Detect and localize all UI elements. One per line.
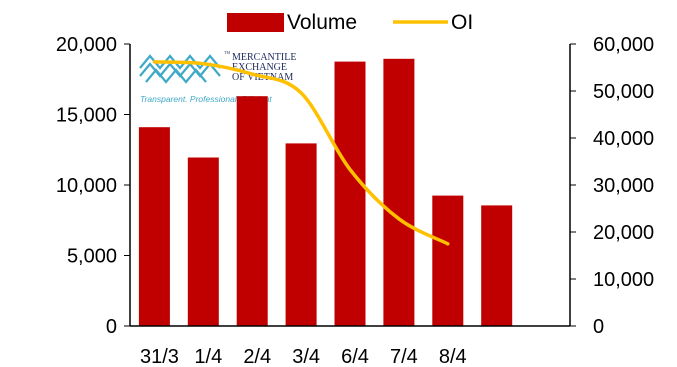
logo-name-line2: EXCHANGE <box>232 62 287 73</box>
volume-bars <box>138 58 513 327</box>
right-axis-tick-label: 0 <box>593 316 604 338</box>
x-axis-tick-label: 6/4 <box>341 346 369 367</box>
right-axis-tick-label: 60,000 <box>593 34 654 56</box>
logo-tagline: Transparent. Professional. Efficient <box>140 94 272 104</box>
axes: 0 5,000 10,000 15,000 20,000 0 10,000 20,000 30,… <box>56 34 654 367</box>
logo-mark-icon <box>139 54 221 84</box>
logo-tm: TM <box>224 50 230 55</box>
legend-swatch-volume <box>227 13 284 32</box>
volume-bar <box>187 157 219 326</box>
right-axis-tick-label: 30,000 <box>593 175 654 197</box>
left-axis-tick-label: 5,000 <box>67 246 117 268</box>
volume-bar <box>285 143 317 326</box>
left-axis-tick-label: 15,000 <box>56 105 117 127</box>
x-axis-tick-label: 8/4 <box>439 346 467 367</box>
legend-label-oi: OI <box>451 11 473 34</box>
volume-bar <box>432 195 464 326</box>
oi-line <box>152 60 450 246</box>
x-axis-tick-label: 1/4 <box>194 346 222 367</box>
volume-bar <box>334 61 366 326</box>
x-axis-tick-label: 31/3 <box>140 346 179 367</box>
volume-bar <box>236 96 268 326</box>
volume-bar <box>383 58 415 327</box>
left-axis-tick-label: 0 <box>106 316 117 338</box>
left-axis-tick-label: 10,000 <box>56 175 117 197</box>
legend: Volume OI <box>227 11 473 34</box>
volume-bar <box>138 127 170 326</box>
right-axis-tick-label: 20,000 <box>593 222 654 244</box>
left-axis-tick-label: 20,000 <box>56 34 117 56</box>
right-axis-tick-label: 50,000 <box>593 81 654 103</box>
right-axis-tick-label: 40,000 <box>593 128 654 150</box>
logo-name-line1: MERCANTILE <box>232 52 296 63</box>
x-axis-tick-label: 3/4 <box>292 346 320 367</box>
x-axis-tick-label: 7/4 <box>390 346 418 367</box>
legend-label-volume: Volume <box>287 11 357 34</box>
volume-bar <box>481 205 513 326</box>
right-axis-tick-label: 10,000 <box>593 269 654 291</box>
x-axis-tick-label: 2/4 <box>243 346 271 367</box>
